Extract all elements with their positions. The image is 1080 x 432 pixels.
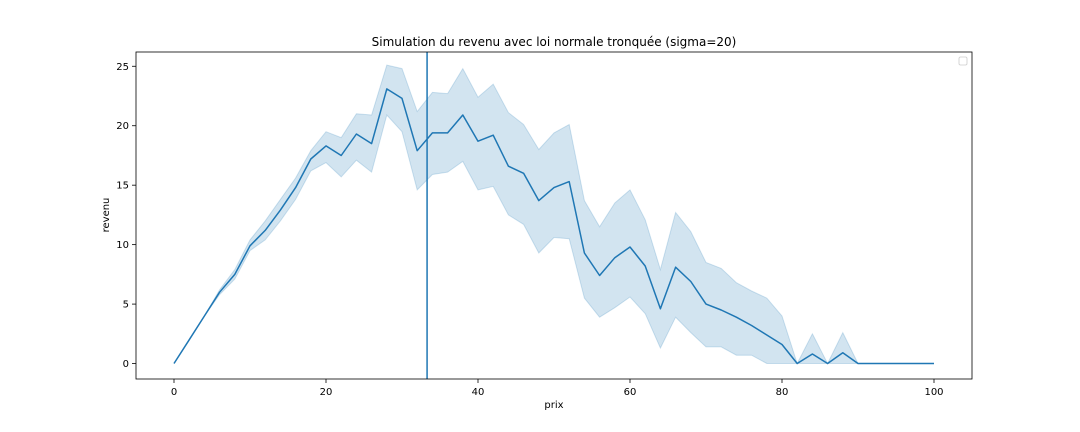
legend-box[interactable] <box>958 56 968 66</box>
x-tick-label: 20 <box>320 387 333 398</box>
x-axis-label: prix <box>544 400 563 411</box>
y-tick-label: 10 <box>116 240 129 251</box>
y-tick-label: 25 <box>116 62 129 73</box>
y-tick-label: 0 <box>123 359 129 370</box>
y-axis-ticks: 0 5 10 15 20 25 <box>116 62 136 370</box>
plot-frame <box>135 51 973 380</box>
y-tick-label: 20 <box>116 121 129 132</box>
plot-area <box>135 51 973 380</box>
x-tick-label: 0 <box>171 387 177 398</box>
chart-title: Simulation du revenu avec loi normale tr… <box>372 35 737 49</box>
y-tick-label: 5 <box>123 300 129 311</box>
confidence-band <box>173 64 934 365</box>
x-tick-label: 60 <box>624 387 637 398</box>
x-tick-label: 100 <box>924 387 943 398</box>
x-axis-ticks: 0 20 40 60 80 100 <box>171 379 944 398</box>
y-tick-label: 15 <box>116 181 129 192</box>
x-tick-label: 80 <box>776 387 789 398</box>
y-axis-label: revenu <box>101 198 112 233</box>
x-tick-label: 40 <box>472 387 485 398</box>
series-line <box>173 88 934 365</box>
